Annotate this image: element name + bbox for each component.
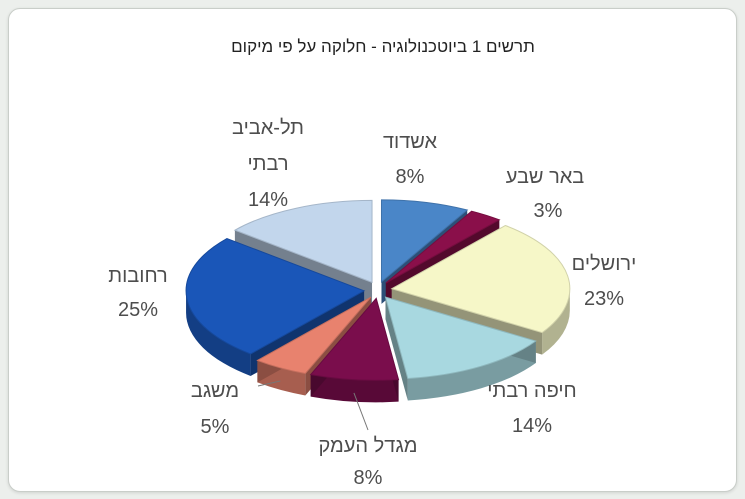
slice-label-tel-aviv-line2: רבתי (247, 153, 288, 175)
pie-slice-0 (380, 199, 469, 283)
slice-label-rehovot: רחובות (108, 265, 167, 287)
slice-value-ashdod: 8% (396, 166, 425, 188)
slice-side-2 (542, 288, 570, 355)
pie-slice-6 (185, 237, 366, 355)
leader-lines (257, 380, 369, 431)
slice-side-3 (407, 341, 536, 401)
slice-label-ashdod: אשדוד (383, 131, 438, 153)
slice-label-migdal-haemek: מגדל העמק (318, 435, 417, 457)
pie-slice-7 (233, 199, 373, 284)
slice-label-misgav: משגב (191, 380, 239, 402)
pie-slice-4 (309, 297, 400, 381)
pie-slice-5 (256, 296, 372, 375)
slice-value-beer-sheva: 3% (534, 200, 563, 222)
slice-label-haifa: חיפה רבתי (487, 380, 576, 402)
slice-label-beer-sheva: באר שבע (506, 166, 585, 188)
slice-label-tel-aviv-line1: תל-אביב (232, 117, 304, 139)
slice-value-rehovot: 25% (118, 299, 158, 321)
slice-value-migdal-haemek: 8% (354, 467, 383, 489)
pie-slice-1 (385, 210, 501, 284)
slice-value-jerusalem: 23% (584, 288, 624, 310)
slice-value-haifa: 14% (512, 415, 552, 437)
slice-value-misgav: 5% (201, 416, 230, 438)
leader-line-5 (257, 380, 281, 387)
chart-title: תרשים 1 ביוטכנולוגיה - חלוקה על פי מיקום (231, 37, 535, 56)
slice-side-6 (186, 290, 251, 376)
pie-slices (185, 199, 571, 403)
pie-slice-2 (390, 224, 571, 334)
leader-line-4 (353, 392, 369, 431)
slice-side-4 (310, 374, 399, 403)
pie-slice-3 (384, 296, 537, 379)
slice-wall-3-1 (385, 297, 408, 401)
slice-label-jerusalem: ירושלים (572, 253, 637, 275)
slice-value-tel-aviv: 14% (248, 189, 288, 211)
